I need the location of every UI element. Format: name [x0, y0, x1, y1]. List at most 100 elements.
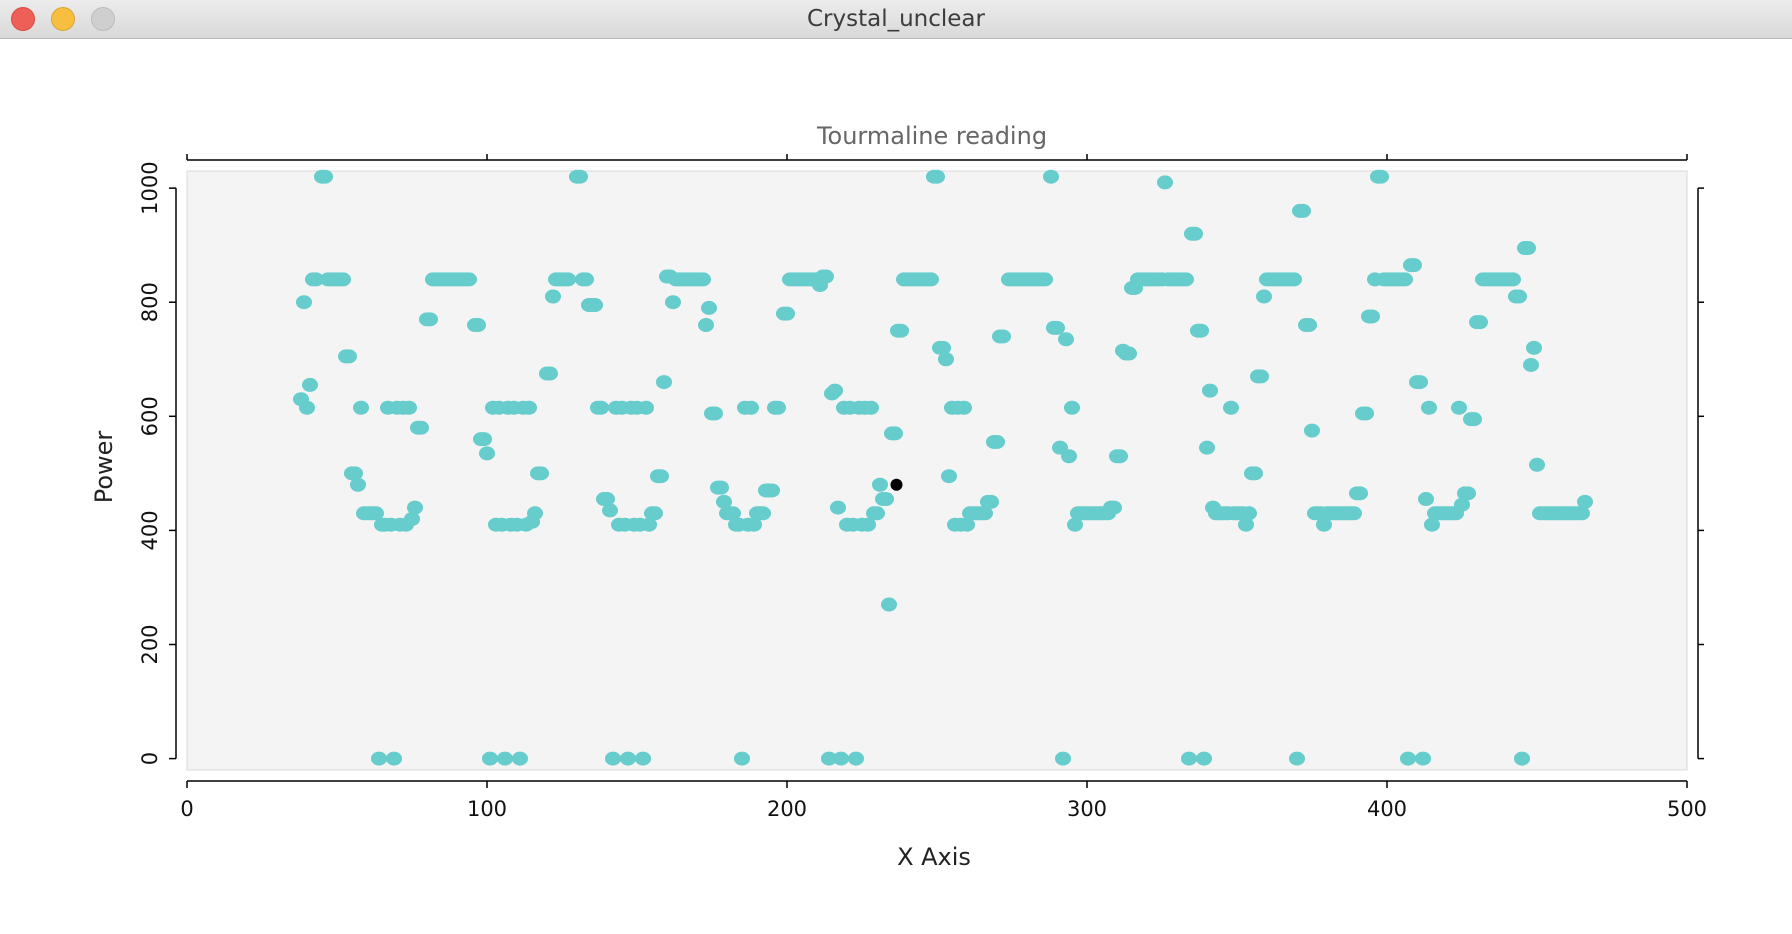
- data-point: [881, 597, 897, 612]
- data-point: [893, 323, 909, 338]
- data-point: [1526, 340, 1542, 355]
- y-tick-label: 600: [138, 396, 162, 436]
- data-point: [560, 272, 576, 287]
- y-tick-label: 0: [138, 752, 162, 765]
- data-point: [755, 506, 771, 521]
- data-point: [1577, 494, 1593, 509]
- scatter-chart: 0 100 200 300 400 500 0 200 400 600 800 1000 Tourma…: [90, 122, 1707, 871]
- data-point: [833, 751, 849, 766]
- data-point: [746, 517, 762, 532]
- data-point: [1358, 406, 1374, 421]
- data-point: [989, 434, 1005, 449]
- data-point: [1181, 751, 1197, 766]
- x-tick-label: 300: [1067, 797, 1107, 821]
- data-point: [848, 751, 864, 766]
- plot-area: [186, 170, 1688, 771]
- data-point: [1253, 369, 1269, 384]
- data-point: [1061, 449, 1077, 464]
- data-point: [521, 400, 537, 415]
- data-point: [1421, 400, 1437, 415]
- highlighted-data-point: [890, 478, 903, 491]
- data-point: [350, 477, 366, 492]
- data-point: [1412, 375, 1428, 390]
- minimize-window-button[interactable]: [51, 7, 75, 31]
- data-point: [818, 269, 834, 284]
- data-point: [1514, 751, 1530, 766]
- data-point: [341, 349, 357, 364]
- data-point: [1418, 492, 1434, 507]
- data-point: [1520, 241, 1536, 256]
- window-titlebar: Crystal_unclear: [0, 0, 1792, 39]
- data-point: [1247, 466, 1263, 481]
- data-point: [1397, 272, 1413, 287]
- data-point: [1238, 517, 1254, 532]
- data-point: [1286, 272, 1302, 287]
- data-point: [887, 426, 903, 441]
- data-point: [386, 751, 402, 766]
- data-point: [296, 295, 312, 310]
- data-point: [878, 492, 894, 507]
- data-point: [368, 506, 384, 521]
- data-point: [647, 506, 663, 521]
- data-point: [545, 289, 561, 304]
- data-point: [1454, 497, 1470, 512]
- data-point: [1415, 751, 1431, 766]
- data-point: [482, 751, 498, 766]
- data-point: [1058, 332, 1074, 347]
- data-point: [353, 400, 369, 415]
- data-point: [1055, 751, 1071, 766]
- data-point: [1256, 289, 1272, 304]
- data-point: [653, 469, 669, 484]
- data-point: [317, 169, 333, 184]
- x-tick-label: 400: [1367, 797, 1407, 821]
- x-axis-label: X Axis: [897, 843, 971, 871]
- y-axis-label: Power: [90, 431, 118, 504]
- data-point: [497, 751, 513, 766]
- data-point: [1196, 751, 1212, 766]
- chart-title: Tourmaline reading: [816, 122, 1047, 150]
- data-point: [1289, 751, 1305, 766]
- data-point: [641, 517, 657, 532]
- data-point: [1352, 486, 1368, 501]
- data-point: [1346, 506, 1362, 521]
- data-point: [533, 466, 549, 481]
- data-point: [1112, 449, 1128, 464]
- data-point: [422, 312, 438, 327]
- data-point: [413, 420, 429, 435]
- close-window-button[interactable]: [11, 7, 35, 31]
- data-point: [407, 500, 423, 515]
- axes: 0 100 200 300 400 500 0 200 400 600 800 1000: [138, 154, 1707, 821]
- data-point: [872, 477, 888, 492]
- data-point: [983, 494, 999, 509]
- data-point: [1037, 272, 1053, 287]
- data-point: [476, 432, 492, 447]
- data-point: [959, 517, 975, 532]
- data-point: [716, 494, 732, 509]
- data-point: [929, 169, 945, 184]
- data-point: [635, 751, 651, 766]
- data-point: [863, 400, 879, 415]
- data-point: [302, 377, 318, 392]
- data-point: [1451, 400, 1467, 415]
- data-point: [1400, 751, 1416, 766]
- data-point: [542, 366, 558, 381]
- data-point: [995, 329, 1011, 344]
- x-tick-label: 100: [467, 797, 507, 821]
- data-point: [935, 340, 951, 355]
- y-tick-label: 1000: [138, 161, 162, 214]
- data-points: [293, 169, 1593, 766]
- data-point: [1472, 315, 1488, 330]
- zoom-window-button[interactable]: [91, 7, 115, 31]
- data-point: [578, 272, 594, 287]
- data-point: [1574, 506, 1590, 521]
- data-point: [1193, 323, 1209, 338]
- data-point: [1364, 309, 1380, 324]
- data-point: [1406, 258, 1422, 273]
- data-point: [1178, 272, 1194, 287]
- data-point: [734, 751, 750, 766]
- data-point: [1187, 226, 1203, 241]
- data-point: [1304, 423, 1320, 438]
- data-point: [1043, 169, 1059, 184]
- data-point: [1523, 357, 1539, 372]
- data-point: [779, 306, 795, 321]
